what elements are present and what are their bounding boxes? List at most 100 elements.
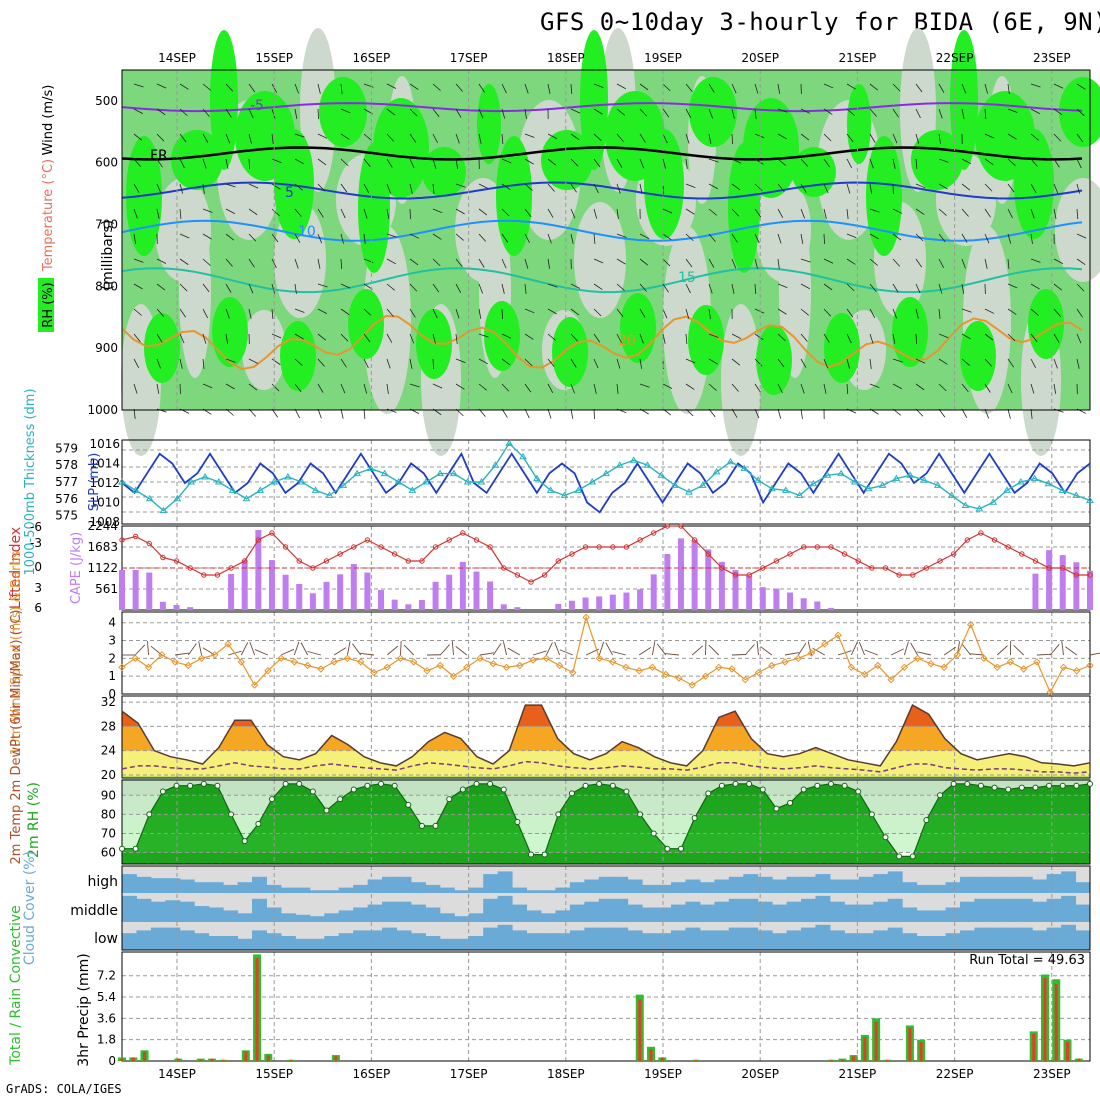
cloud-bar [728, 898, 744, 922]
wind-barb [133, 333, 141, 343]
surface-wind-barb [943, 646, 956, 656]
wind-barb [616, 283, 625, 291]
wind-barb [386, 383, 389, 394]
cloud-bar [252, 930, 267, 950]
wind-barb [340, 408, 344, 419]
wind-barb [616, 233, 627, 238]
wind-barb [202, 108, 210, 117]
wind-speed-point [529, 656, 537, 664]
wind-barb [639, 308, 646, 318]
wind-barb [386, 358, 391, 369]
cloud-bar [801, 876, 816, 893]
wind-barb [271, 333, 282, 339]
cape-bar [664, 554, 671, 610]
wind-barb [616, 308, 624, 318]
wind-barb [800, 283, 810, 290]
temp2m-axis-label: 2m Temp 2m DewPt (6hr Min/Max) (°C) [9, 610, 24, 865]
wind-speed-point [635, 667, 643, 675]
precip-convective-bar [334, 1056, 338, 1061]
cloud-bar [367, 904, 383, 922]
wind-barb [823, 383, 827, 394]
wind-barb [915, 208, 925, 215]
cloud-bar [873, 930, 889, 950]
rh2m-point [146, 811, 153, 818]
cloud-bar [887, 927, 903, 950]
bottom-date-labels: 14SEP 15SEP 16SEP 17SEP 18SEP 19SEP 20SEP 21SEP… [158, 1067, 1071, 1081]
wind-barb [662, 383, 673, 389]
rh2m-point [923, 817, 930, 824]
wind-barb [915, 283, 921, 294]
wind-barb [225, 358, 236, 363]
li-point [132, 533, 139, 540]
cloud-bar [512, 904, 528, 922]
cloud-bar [728, 927, 744, 950]
cape-bar [677, 538, 684, 610]
wind10m-hgrid [122, 622, 1090, 695]
date-label-bottom: 21SEP [839, 1067, 877, 1081]
wind-barb [915, 308, 919, 319]
wind-barb [1053, 183, 1059, 194]
wind-barb [179, 183, 184, 194]
wind-barb [754, 108, 757, 119]
cloud-bar [815, 924, 831, 950]
rh2m-tick-label: 80 [101, 807, 116, 821]
wind-barb [133, 383, 138, 394]
cloud-frame [121, 865, 1091, 951]
thickness-point [519, 452, 527, 460]
cape-bar [814, 601, 821, 610]
lifted-index-line [121, 525, 1090, 583]
cape-bar [432, 581, 439, 610]
wind-barb [777, 258, 780, 269]
surface-wind-barb [346, 641, 351, 656]
wind-barb [869, 283, 877, 293]
wind-barb [823, 183, 829, 194]
li-point [691, 537, 698, 543]
cloud-bar [237, 938, 253, 950]
wind-barb [294, 283, 297, 294]
wind-barb [754, 358, 763, 367]
cape-bar [350, 564, 357, 610]
wind-barb [892, 133, 898, 144]
rh-axis-label: RH (%) [41, 282, 56, 327]
wind-barb [455, 333, 458, 344]
wind-barb [1053, 158, 1060, 168]
precip-convective-bar [221, 1059, 225, 1061]
wind-barb [869, 258, 878, 266]
thickness-point [145, 494, 154, 502]
wind-barb [984, 108, 987, 120]
rh2m-point [732, 780, 739, 787]
surface-wind-barb [455, 646, 468, 656]
wind-barb [225, 258, 233, 267]
rh2m-grid [176, 780, 1053, 864]
surface-wind-barb [554, 641, 561, 656]
thickness-point [947, 491, 956, 498]
wind-barb [731, 158, 742, 164]
surface-wind-barb [439, 644, 450, 656]
isotherms [121, 102, 1083, 371]
precip-convective-bars [120, 957, 1081, 1061]
cloud-bar [931, 884, 947, 893]
li-point [242, 558, 248, 564]
wind-barb [271, 108, 276, 119]
cape-bar [446, 574, 453, 610]
cloud-axis-label: Cloud Cover (%) [22, 851, 38, 965]
wind-barb [294, 158, 304, 165]
cape-bar [1073, 562, 1080, 610]
cloud-bar [266, 907, 282, 922]
surface-wind-barb [532, 650, 547, 656]
wind-barb [179, 108, 188, 117]
wind-barb [317, 283, 328, 288]
cape-bar [391, 599, 398, 610]
cape-bar [732, 570, 739, 610]
wind-barb [179, 258, 189, 265]
wind-barb [1030, 108, 1040, 115]
wind-speed-point [423, 667, 431, 675]
cloud-bar [902, 933, 918, 950]
date-label-bottom: 19SEP [644, 1067, 682, 1081]
rh2m-band [122, 776, 1090, 796]
wind-barb [892, 233, 902, 241]
wind-barb [593, 233, 596, 244]
rh2m-point [868, 811, 875, 818]
wind-barb [593, 383, 597, 394]
rh-high-patch [496, 136, 532, 256]
